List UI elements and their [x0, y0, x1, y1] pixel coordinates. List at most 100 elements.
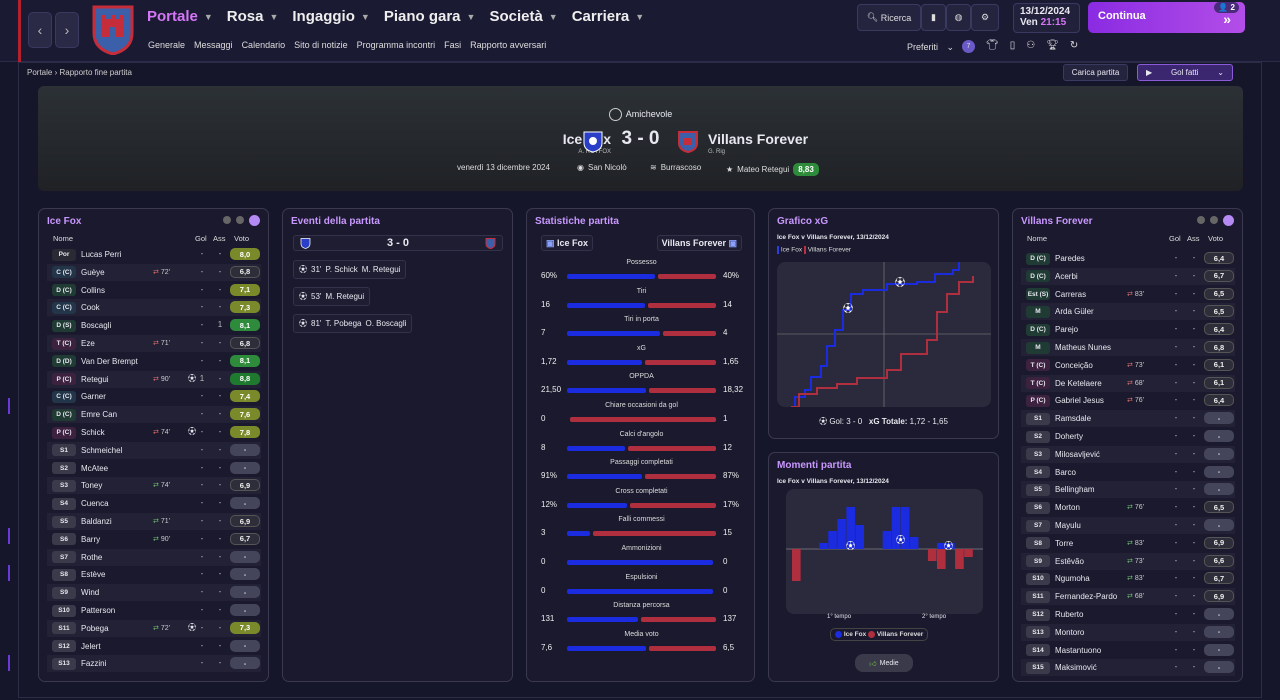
player-name[interactable]: Garner [81, 392, 106, 402]
col-gol[interactable]: Gol [1169, 234, 1181, 243]
player-row[interactable]: M Matheus Nunes - -6,8 [1021, 339, 1235, 356]
player-row[interactable]: S6 Morton ⇄ 76' - -6,5 [1021, 499, 1235, 516]
player-row[interactable]: C (C) Garner - -7,4 [47, 388, 261, 405]
dot[interactable] [223, 216, 231, 224]
player-name[interactable]: Bellingham [1055, 485, 1095, 495]
player-row[interactable]: S10 Ngumoha ⇄ 83' - -6,7 [1021, 570, 1235, 587]
nav-rosa[interactable]: Rosa ▼ [227, 8, 279, 25]
subnav-fasi[interactable]: Fasi [444, 40, 462, 50]
player-name[interactable]: Maksimović [1055, 663, 1097, 673]
player-row[interactable]: S5 Baldanzi ⇄ 71' - -6,9 [47, 513, 261, 530]
player-name[interactable]: Morton [1055, 503, 1080, 513]
tactics-icon[interactable]: ⚇ [1026, 40, 1036, 51]
player-name[interactable]: Cuenca [81, 499, 109, 509]
goals-dropdown[interactable]: ▶ Gol fatti ⌄ [1137, 64, 1233, 81]
player-name[interactable]: Rothe [81, 552, 103, 562]
subnav-sito-notizie[interactable]: Sito di notizie [294, 40, 348, 50]
inbox-button[interactable]: ▮ [921, 4, 946, 31]
player-row[interactable]: S6 Barry ⇄ 90' - -6,7 [47, 531, 261, 548]
player-name[interactable]: Toney [81, 481, 103, 491]
player-name[interactable]: Acerbi [1055, 271, 1078, 281]
player-row[interactable]: D (S) Boscagli - 1 8,1 [47, 317, 261, 334]
player-name[interactable]: Jelert [81, 641, 101, 651]
subnav-rapporto-avversari[interactable]: Rapporto avversari [470, 40, 547, 50]
panel-view-dots[interactable] [223, 215, 260, 226]
player-name[interactable]: Ngumoha [1055, 574, 1090, 584]
player-row[interactable]: S5 Bellingham - - - [1021, 481, 1235, 499]
dot-active[interactable] [1223, 215, 1234, 226]
player-row[interactable]: T (C) Eze ⇄ 71' - -6,8 [47, 335, 261, 352]
shirt-icon[interactable]: 👕︎ [986, 40, 999, 51]
averages-button[interactable]: 👍︎ Medie [855, 654, 913, 672]
player-name[interactable]: Estêvão [1055, 556, 1084, 566]
nav-societa[interactable]: Società ▼ [489, 8, 557, 25]
subnav-calendario[interactable]: Calendario [241, 40, 286, 50]
back-button[interactable]: ‹ [28, 12, 52, 48]
player-row[interactable]: D (D) Van Der Brempt - -8,1 [47, 353, 261, 370]
player-name[interactable]: Doherty [1055, 432, 1084, 441]
event-goal[interactable]: ⚽︎ 31' P. Schick M. Retegui [293, 260, 407, 279]
player-name[interactable]: Barco [1055, 467, 1076, 477]
player-name[interactable]: Schmeichel [81, 445, 123, 455]
refresh-icon[interactable]: ↻ [1069, 40, 1079, 51]
player-row[interactable]: S3 Toney ⇄ 74' - -6,9 [47, 477, 261, 495]
player-row[interactable]: M Arda Güler - -6,5 [1021, 303, 1235, 321]
player-name[interactable]: McAtee [81, 463, 109, 473]
away-manager[interactable]: G. Rig [708, 149, 726, 155]
player-row[interactable]: S9 Wind - - - [47, 584, 261, 602]
player-name[interactable]: Wind [81, 588, 100, 598]
club-crest-icon[interactable] [92, 5, 134, 55]
breadcrumb-portale[interactable]: Portale [27, 68, 53, 77]
player-row[interactable]: D (C) Collins - -7,1 [47, 282, 261, 299]
player-name[interactable]: Montoro [1055, 627, 1085, 637]
player-row[interactable]: S15 Maksimović - - - [1021, 659, 1235, 677]
panel-view-dots[interactable] [1197, 215, 1234, 226]
club-button[interactable]: ◍ [946, 4, 971, 31]
player-name[interactable]: Schick [81, 428, 105, 437]
date-display[interactable]: 13/12/2024 Ven 21:15 [1013, 3, 1080, 33]
player-name[interactable]: Eze [81, 339, 95, 348]
player-row[interactable]: T (C) De Ketelaere ⇄ 68' - -6,1 [1021, 374, 1235, 392]
player-row[interactable]: P (C) Schick ⇄ 74' ⚽︎ - -7,8 [47, 424, 261, 441]
player-row[interactable]: S2 Doherty - - - [1021, 428, 1235, 445]
player-row[interactable]: D (C) Emre Can - -7,6 [47, 406, 261, 424]
player-name[interactable]: Ramsdale [1055, 414, 1092, 424]
nav-piano-gara[interactable]: Piano gara ▼ [384, 8, 476, 25]
player-name[interactable]: Retegui [81, 374, 109, 384]
player-name[interactable]: Estève [81, 570, 106, 580]
player-row[interactable]: Por Lucas Perri - -8,0 [47, 246, 261, 263]
player-row[interactable]: S10 Patterson - - - [47, 602, 261, 619]
player-row[interactable]: S11 Fernandez-Pardo ⇄ 68' - -6,9 [1021, 588, 1235, 606]
player-row[interactable]: S8 Torre ⇄ 83' - -6,9 [1021, 535, 1235, 552]
player-name[interactable]: Baldanzi [81, 517, 112, 526]
col-voto[interactable]: Voto [1208, 234, 1224, 243]
player-row[interactable]: S11 Pobega ⇄ 72' ⚽︎ - -7,3 [47, 619, 261, 637]
player-name[interactable]: Carreras [1055, 289, 1087, 299]
player-row[interactable]: S12 Ruberto - - - [1021, 606, 1235, 623]
player-name[interactable]: Emre Can [81, 410, 118, 420]
player-row[interactable]: P (C) Gabriel Jesus ⇄ 76' - -6,4 [1021, 392, 1235, 409]
dot[interactable] [1197, 216, 1205, 224]
event-goal[interactable]: ⚽︎ 81' T. Pobega O. Boscagli [293, 314, 413, 333]
player-name[interactable]: Conceição [1055, 360, 1093, 370]
player-name[interactable]: De Ketelaere [1055, 378, 1102, 388]
nav-ingaggio[interactable]: Ingaggio ▼ [292, 8, 369, 25]
phone-icon[interactable]: ▯ [1009, 40, 1016, 51]
col-name[interactable]: Nome [53, 234, 74, 243]
player-name[interactable]: Paredes [1055, 254, 1085, 263]
player-name[interactable]: Cook [81, 303, 100, 313]
subnav-generale[interactable]: Generale [148, 40, 186, 50]
player-row[interactable]: T (C) Conceição ⇄ 73' - -6,1 [1021, 357, 1235, 374]
settings-button[interactable]: ⚙ [971, 4, 999, 31]
player-row[interactable]: D (C) Paredes - -6,4 [1021, 250, 1235, 267]
player-name[interactable]: Boscagli [81, 321, 112, 331]
player-row[interactable]: S12 Jelert - - - [47, 638, 261, 655]
player-row[interactable]: S3 Milosavljević - - - [1021, 445, 1235, 463]
player-row[interactable]: S8 Estève - - - [47, 566, 261, 583]
subnav-programma[interactable]: Programma incontri [356, 40, 436, 50]
player-name[interactable]: Patterson [81, 606, 116, 615]
player-row[interactable]: D (C) Acerbi - -6,7 [1021, 267, 1235, 285]
notification-icon[interactable]: 7 [962, 40, 975, 53]
nav-portale[interactable]: Portale ▼ [147, 8, 213, 25]
player-row[interactable]: S4 Barco - - - [1021, 464, 1235, 481]
